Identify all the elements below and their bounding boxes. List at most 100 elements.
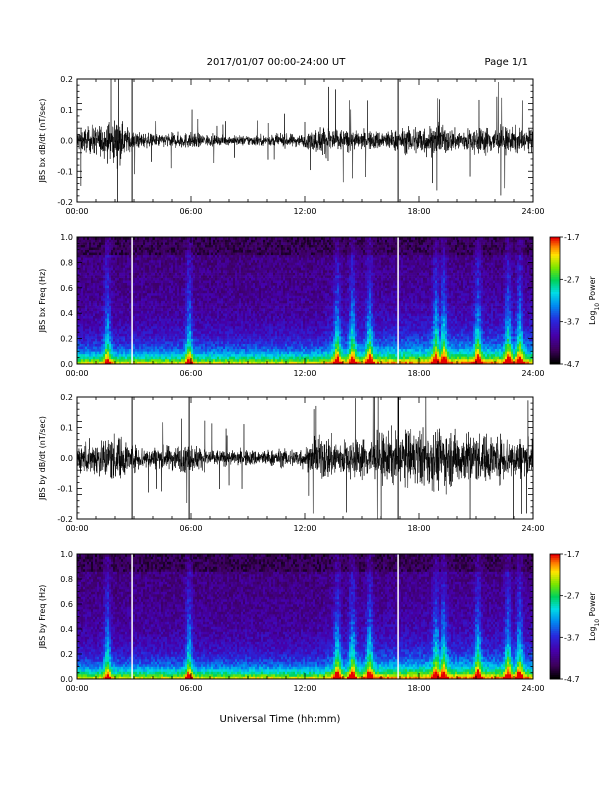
spectrogram-cell [145,245,147,248]
spectrogram-cell [177,316,179,319]
spectrogram-cell [271,331,273,334]
spectrogram-cell [203,328,205,331]
spectrogram-cell [101,245,103,248]
spectrogram-cell [215,311,217,314]
spectrogram-cell [235,245,237,248]
spectrogram-cell [267,265,269,268]
spectrogram-cell [225,301,227,304]
spectrogram-cell [211,303,213,306]
spectrogram-cell [173,250,175,253]
spectrogram-cell [223,321,225,324]
spectrogram-cell [85,293,87,296]
spectrogram-cell [231,252,233,255]
spectrogram-cell [221,344,223,347]
spectrogram-cell [119,255,121,258]
spectrogram-cell [269,295,271,298]
spectrogram-cell [211,285,213,288]
spectrogram-cell [233,341,235,344]
spectrogram-cell [171,326,173,329]
spectrogram-cell [97,252,99,255]
spectrogram-cell [83,298,85,301]
spectrogram-cell [179,301,181,304]
spectrogram-cell [221,285,223,288]
spectrogram-cell [87,354,89,357]
spectrogram-cell [115,339,117,342]
spectrogram-cell [125,346,127,349]
spectrogram-cell [255,303,257,306]
spectrogram-cell [109,313,111,316]
spectrogram-cell [239,354,241,357]
spectrogram-cell [163,336,165,339]
spectrogram-cell [237,331,239,334]
spectrogram-cell [87,240,89,243]
spectrogram-cell [267,250,269,253]
spectrogram-cell [233,328,235,331]
spectrogram-cell [171,293,173,296]
spectrogram-cell [263,303,265,306]
spectrogram-cell [231,273,233,276]
spectrogram-cell [83,306,85,309]
spectrogram-cell [187,359,189,362]
spectrogram-cell [177,354,179,357]
spectrogram-cell [177,295,179,298]
spectrogram-cell [113,321,115,324]
spectrogram-cell [261,283,263,286]
spectrogram-cell [225,339,227,342]
spectrogram-cell [253,303,255,306]
spectrogram-cell [169,270,171,273]
spectrogram-cell [109,255,111,258]
spectrogram-cell [115,250,117,253]
spectrogram-cell [189,278,191,281]
spectrogram-cell [161,334,163,337]
spectrogram-cell [147,298,149,301]
spectrogram-cell [195,252,197,255]
spectrogram-cell [255,346,257,349]
y-axis-label: JBS bx dB/dt (nT/sec) [38,98,47,183]
spectrogram-cell [83,250,85,253]
spectrogram-cell [233,321,235,324]
spectrogram-cell [137,285,139,288]
spectrogram-cell [115,293,117,296]
spectrogram-cell [143,356,145,359]
spectrogram-cell [215,341,217,344]
spectrogram-cell [245,339,247,342]
spectrogram-cell [245,313,247,316]
spectrogram-cell [193,252,195,255]
spectrogram-cell [79,328,81,331]
spectrogram-cell [203,321,205,324]
spectrogram-cell [197,344,199,347]
spectrogram-cell [239,288,241,291]
spectrogram-cell [173,321,175,324]
spectrogram-cell [213,293,215,296]
spectrogram-cell [155,278,157,281]
spectrogram-cell [179,349,181,352]
spectrogram-cell [269,265,271,268]
spectrogram-cell [223,260,225,263]
spectrogram-cell [261,351,263,354]
spectrogram-cell [107,346,109,349]
spectrogram-cell [149,267,151,270]
spectrogram-cell [261,270,263,273]
spectrogram-cell [95,288,97,291]
spectrogram-cell [259,349,261,352]
spectrogram-cell [149,321,151,324]
spectrogram-cell [225,351,227,354]
spectrogram-cell [237,270,239,273]
spectrogram-cell [151,311,153,314]
spectrogram-cell [111,262,113,265]
spectrogram-cell [235,326,237,329]
spectrogram-cell [227,255,229,258]
spectrogram-cell [111,331,113,334]
spectrogram-cell [147,334,149,337]
spectrogram-cell [113,339,115,342]
spectrogram-cell [223,247,225,250]
spectrogram-cell [193,346,195,349]
spectrogram-cell [101,311,103,314]
spectrogram-cell [261,311,263,314]
spectrogram-cell [133,326,135,329]
spectrogram-cell [161,346,163,349]
spectrogram-cell [177,313,179,316]
spectrogram-cell [119,250,121,253]
spectrogram-cell [141,336,143,339]
spectrogram-cell [243,308,245,311]
